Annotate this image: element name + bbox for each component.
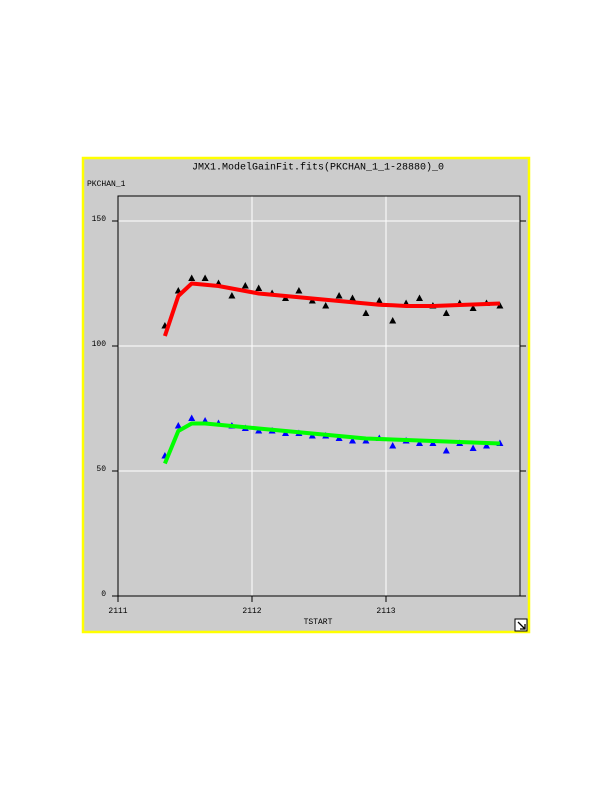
- data-point: [335, 292, 343, 299]
- fit-line: [163, 281, 500, 337]
- data-point: [255, 284, 263, 291]
- data-point: [469, 304, 477, 311]
- data-point: [469, 444, 477, 451]
- x-axis-label: TSTART: [304, 618, 333, 627]
- data-point: [389, 442, 397, 449]
- data-point: [188, 414, 196, 421]
- data-point: [174, 422, 182, 429]
- data-point: [362, 309, 370, 316]
- fit-line: [163, 421, 500, 465]
- data-point: [295, 287, 303, 294]
- data-point: [241, 282, 249, 289]
- y-tick-label: 50: [96, 465, 106, 474]
- plot-window: [81, 156, 531, 634]
- data-point: [349, 437, 356, 444]
- x-tick-label: 2113: [376, 607, 395, 616]
- y-tick-label: 100: [92, 340, 107, 349]
- data-point: [322, 302, 330, 309]
- y-axis-label: PKCHAN_1: [87, 180, 126, 189]
- data-point: [201, 274, 209, 281]
- data-point: [483, 442, 490, 449]
- x-tick-label: 2112: [242, 607, 261, 616]
- data-point: [389, 317, 397, 324]
- data-point: [349, 294, 356, 301]
- data-point: [188, 274, 196, 281]
- x-tick-label: 2111: [108, 607, 127, 616]
- y-tick-label: 0: [101, 590, 106, 599]
- data-point: [416, 294, 423, 301]
- resize-icon[interactable]: [514, 618, 528, 632]
- axis-frame: [117, 195, 521, 597]
- data-point: [442, 447, 450, 454]
- data-point: [375, 297, 383, 304]
- resize-arrow[interactable]: [517, 621, 526, 630]
- data-point: [228, 292, 236, 299]
- chart-title: JMX1.ModelGainFit.fits(PKCHAN_1_1-28880)…: [192, 162, 444, 174]
- data-point: [442, 309, 450, 316]
- data-point: [416, 439, 423, 446]
- y-tick-label: 150: [92, 215, 107, 224]
